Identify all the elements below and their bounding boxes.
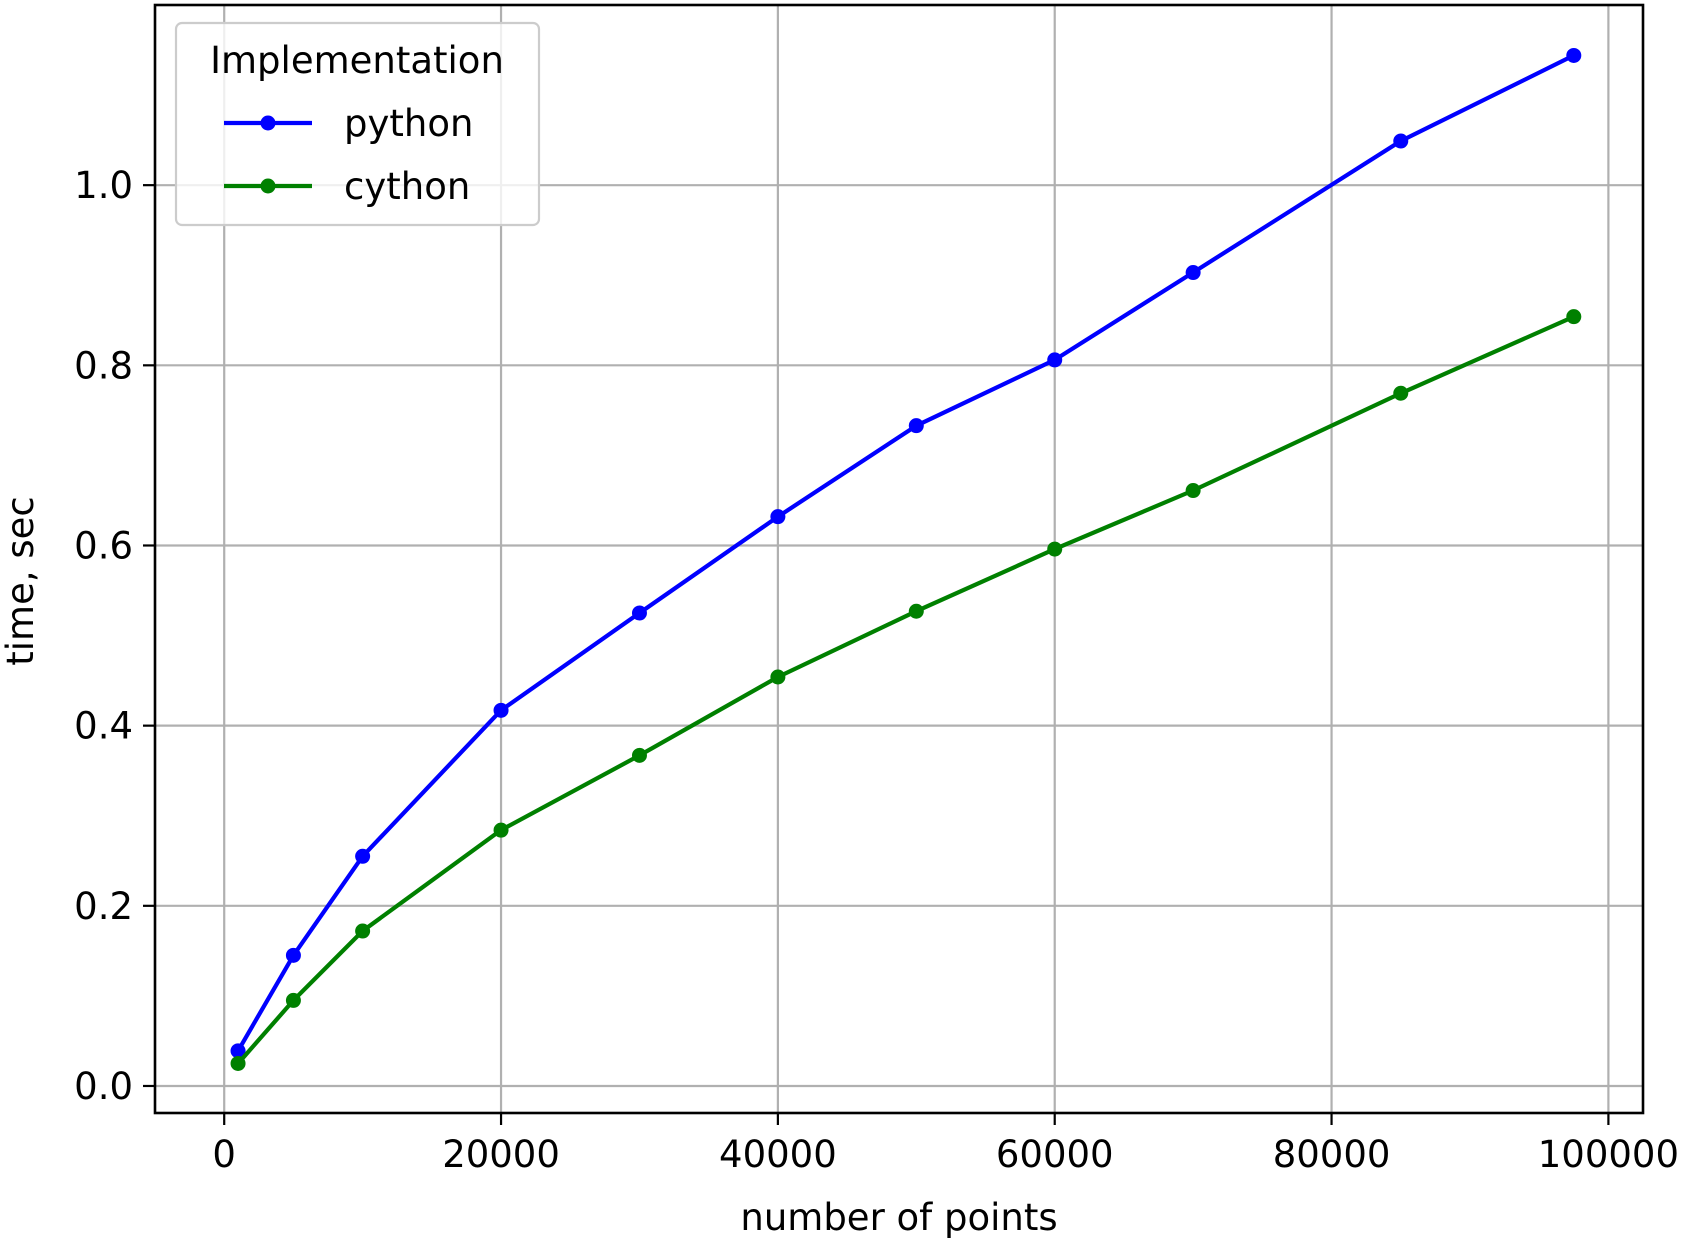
data-point-cython [631,747,647,763]
legend-title: Implementation [210,39,504,82]
data-point-cython [355,923,371,939]
y-tick-label: 0.4 [74,705,133,748]
y-tick-label: 0.0 [74,1065,133,1108]
data-point-python [631,605,647,621]
legend-label: cython [344,165,470,208]
y-gridlines [155,184,1643,1088]
legend-label: python [344,102,473,145]
x-tick-label: 40000 [719,1133,837,1176]
data-point-python [1393,133,1409,149]
data-point-python [493,702,509,718]
data-point-cython [908,603,924,619]
series-python [230,47,1582,1059]
data-point-cython [1393,385,1409,401]
legend: Implementation python cython [174,21,541,227]
data-point-cython [230,1055,246,1071]
data-point-python [1047,352,1063,368]
y-tick-label: 0.8 [74,344,133,387]
y-axis-ticks: 0.0 0.2 0.4 0.6 0.8 1.0 [74,164,155,1108]
y-tick-label: 1.0 [74,164,133,207]
y-tick-label: 0.6 [74,524,133,567]
plot-frame [153,3,1645,1115]
data-point-cython [1185,483,1201,499]
x-tick-label: 60000 [996,1133,1114,1176]
y-axis-label: time, sec [0,496,42,666]
data-point-python [1185,265,1201,281]
legend-entries: python cython [224,102,473,208]
data-point-python [908,418,924,434]
series-cython [230,309,1582,1071]
data-point-python [770,509,786,525]
data-point-cython [493,822,509,838]
legend-box [174,21,541,227]
data-point-python [285,947,301,963]
legend-swatch-marker [260,115,276,131]
legend-entry-cython: cython [224,165,470,208]
series-layer [230,47,1582,1071]
x-axis-ticks: 0 20000 40000 60000 80000 100000 [212,1113,1679,1176]
data-point-cython [1566,309,1582,325]
data-point-python [1566,47,1582,63]
data-point-cython [1047,541,1063,557]
y-tick-label: 0.2 [74,885,133,928]
data-point-python [230,1043,246,1059]
x-axis-label: number of points [740,1196,1057,1239]
series-line-cython [236,314,1576,1066]
x-tick-label: 20000 [442,1133,560,1176]
data-point-cython [770,669,786,685]
data-point-python [355,848,371,864]
legend-swatch-marker [260,178,276,194]
legend-entry-python: python [224,102,473,145]
x-tick-label: 0 [212,1133,236,1176]
x-tick-label: 80000 [1273,1133,1391,1176]
x-tick-label: 100000 [1538,1133,1679,1176]
data-point-cython [285,992,301,1008]
